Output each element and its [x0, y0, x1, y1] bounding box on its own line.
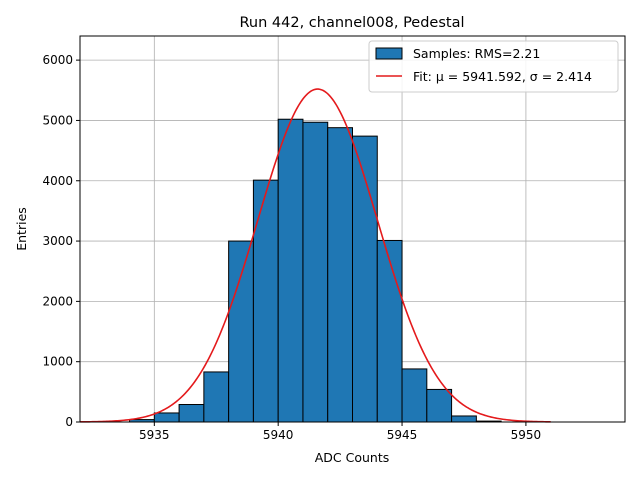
y-tick-label: 2000 [42, 294, 73, 308]
y-tick-label: 5000 [42, 113, 73, 127]
y-tick-label: 6000 [42, 53, 73, 67]
chart-title: Run 442, channel008, Pedestal [239, 15, 464, 31]
histogram-bar [203, 371, 230, 423]
legend-label-samples: Samples: RMS=2.21 [413, 46, 540, 61]
histogram-bars [129, 118, 502, 423]
histogram-bar [376, 239, 403, 423]
histogram-bar [327, 127, 353, 423]
legend-swatch-samples [375, 47, 403, 60]
histogram-bar [178, 404, 205, 423]
histogram-bar [277, 118, 304, 423]
x-tick-label: 5940 [263, 428, 294, 442]
y-tick-label: 0 [65, 415, 73, 429]
legend-box [368, 40, 619, 93]
legend-label-fit: Fit: μ = 5941.592, σ = 2.414 [413, 69, 592, 84]
x-tick-label: 5945 [387, 428, 418, 442]
x-axis-label: ADC Counts [315, 450, 390, 465]
y-tick-label: 1000 [42, 355, 73, 369]
histogram-bar [153, 412, 180, 423]
y-axis-ticks: 0 1000 2000 3000 4000 5000 6000 [42, 53, 80, 429]
y-tick-label: 3000 [42, 234, 73, 248]
histogram-bar [426, 388, 453, 423]
x-tick-label: 5935 [139, 428, 170, 442]
fit-curve [79, 88, 551, 423]
histogram-bar [302, 121, 329, 423]
x-axis-ticks: 5935 5940 5945 5950 [139, 422, 541, 442]
histogram-bar [228, 240, 254, 423]
histogram-bar [252, 179, 279, 423]
x-tick-label: 5950 [511, 428, 542, 442]
legend: Samples: RMS=2.21 Fit: μ = 5941.592, σ =… [368, 40, 619, 93]
y-axis-label: Entries [14, 207, 29, 251]
y-tick-label: 4000 [42, 174, 73, 188]
plot-frame [79, 35, 626, 423]
histogram-bar [451, 415, 477, 423]
histogram-bar [401, 368, 428, 423]
